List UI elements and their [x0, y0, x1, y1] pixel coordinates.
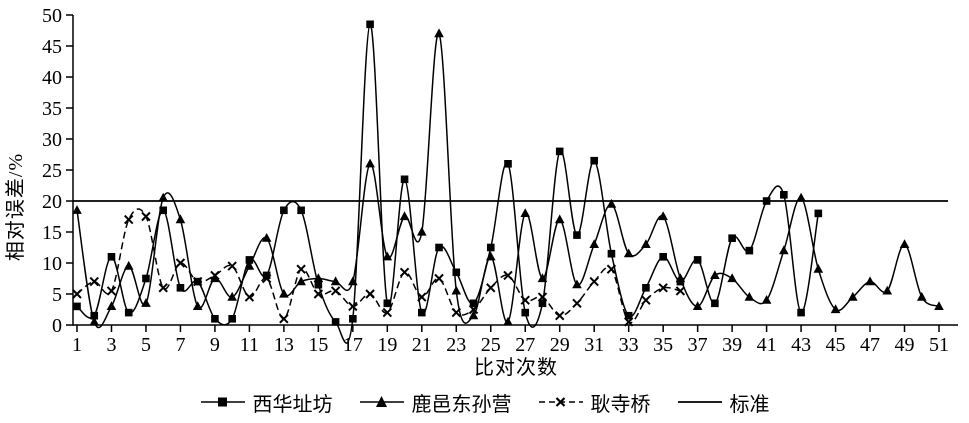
y-tick-label: 50: [42, 5, 62, 27]
x-tick-label: 43: [791, 334, 811, 356]
x-tick-label: 3: [106, 334, 116, 356]
x-tick-label: 25: [481, 334, 501, 356]
y-tick-label: 10: [42, 253, 62, 275]
legend-item-gengsiqiao: 耿寺桥: [538, 388, 651, 417]
x-tick-label: 39: [722, 334, 742, 356]
x-tick-label: 31: [584, 334, 604, 356]
x-axis-title: 比对次数: [474, 356, 558, 379]
legend-item-biaozhun: 标准: [677, 388, 770, 417]
y-tick-label: 35: [42, 98, 62, 120]
y-tick-label: 25: [42, 160, 62, 182]
x-tick-label: 13: [274, 334, 294, 356]
y-tick-label: 5: [52, 284, 62, 306]
legend-item-xihuazhifang: 西华址坊: [200, 388, 333, 417]
y-tick-label: 0: [52, 315, 62, 337]
x-tick-label: 7: [175, 334, 185, 356]
x-tick-label: 5: [141, 334, 151, 356]
data-series: [72, 20, 944, 344]
x-tick-label: 9: [210, 334, 220, 356]
x-tick-label: 37: [688, 334, 708, 356]
x-tick-label: 17: [343, 334, 363, 356]
chart-legend: 西华址坊 鹿邑东孙营 耿寺桥 标准: [0, 385, 969, 419]
legend-label: 标准: [729, 393, 770, 416]
legend-item-luyidongsunying: 鹿邑东孙营: [359, 388, 512, 417]
x-tick-label: 33: [619, 334, 639, 356]
legend-label: 耿寺桥: [590, 393, 651, 416]
solid-line-icon: [677, 401, 722, 403]
series-xihuazhifang: [73, 20, 823, 344]
x-tick-label: 15: [308, 334, 328, 356]
x-tick-label: 23: [446, 334, 466, 356]
legend-label: 鹿邑东孙营: [411, 393, 512, 416]
x-tick-label: 21: [412, 334, 432, 356]
x-tick-label: 47: [860, 334, 880, 356]
x-tick-label: 49: [895, 334, 915, 356]
x-tick-label: 29: [550, 334, 570, 356]
y-tick-label: 30: [42, 129, 62, 151]
series-luyidongsunying: [72, 28, 944, 329]
series-gengsiqiao: [72, 208, 686, 327]
triangle-marker-icon: [359, 396, 404, 407]
square-marker-icon: [200, 397, 245, 407]
y-tick-label: 45: [42, 36, 62, 58]
x-tick-label: 19: [377, 334, 397, 356]
x-tick-label: 51: [929, 334, 949, 356]
x-marker-icon: [538, 397, 583, 407]
y-tick-label: 20: [42, 191, 62, 213]
x-tick-label: 45: [826, 334, 846, 356]
x-tick-label: 11: [240, 334, 259, 356]
y-axis-title: 相对误差/%: [4, 153, 27, 261]
x-tick-label: 1: [72, 334, 82, 356]
y-tick-label: 40: [42, 67, 62, 89]
x-tick-label: 41: [757, 334, 777, 356]
y-tick-label: 15: [42, 222, 62, 244]
legend-label: 西华址坊: [252, 393, 333, 416]
x-tick-label: 35: [653, 334, 673, 356]
x-tick-label: 27: [515, 334, 535, 356]
